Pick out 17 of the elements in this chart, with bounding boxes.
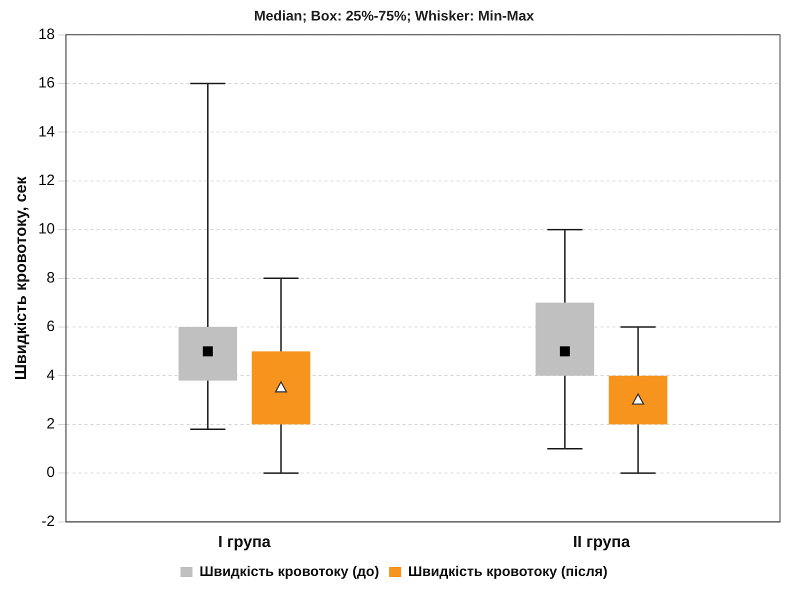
y-tick-label: 8: [46, 269, 55, 286]
y-tick-label: 12: [38, 172, 55, 190]
y-tick-label: -2: [42, 512, 55, 530]
y-tick-label: 16: [38, 74, 55, 92]
y-tick-label: 10: [38, 220, 55, 238]
y-tick-label: 18: [38, 26, 55, 43]
chart-title: Median; Box: 25%-75%; Whisker: Min-Max: [254, 7, 534, 24]
y-tick-label: 14: [38, 123, 55, 140]
legend-label: Швидкість кровотоку (після): [408, 562, 608, 579]
legend-label: Швидкість кровотоку (до): [200, 562, 380, 579]
y-axis-title: Швидкість кровотоку, сек: [13, 175, 30, 380]
y-tick-label: 4: [46, 366, 55, 384]
y-tick-label: 2: [46, 416, 55, 433]
y-tick-label: 6: [46, 318, 55, 336]
y-tick-label: 0: [46, 464, 55, 482]
x-tick-label: II група: [572, 534, 630, 551]
x-tick-label: I група: [218, 534, 271, 551]
